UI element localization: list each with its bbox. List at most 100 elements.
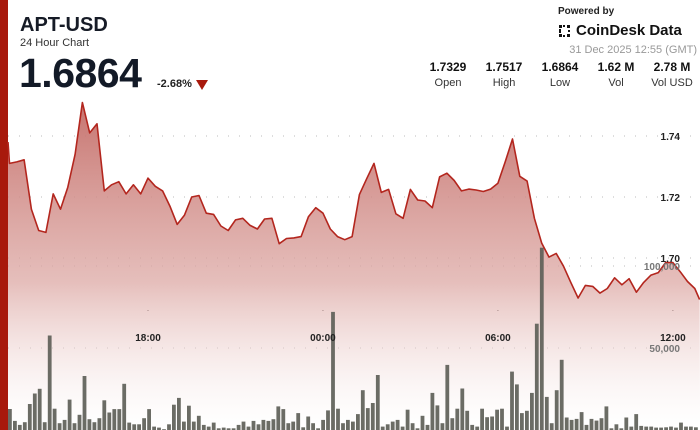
accent-bar (0, 0, 8, 430)
volume-bar (410, 423, 415, 430)
volume-bar (177, 397, 181, 430)
volume-bar (276, 406, 281, 430)
price-tick-label: 1.72 (661, 193, 681, 204)
volume-bar (196, 415, 201, 430)
volume-bar (629, 426, 634, 430)
price-area (8, 102, 700, 430)
volume-bar (619, 428, 624, 430)
stat-label: Vol (608, 77, 624, 89)
volume-bar (356, 414, 360, 430)
volume-bar (112, 409, 117, 430)
stat-label: High (492, 77, 516, 89)
time-tick-label: 18:00 (135, 333, 161, 344)
volume-bar (659, 427, 663, 430)
stat-vol-usd: 2.78 M Vol USD (644, 60, 700, 89)
volume-bar (669, 426, 673, 430)
volume-bar (147, 409, 151, 430)
volume-bar (296, 413, 301, 430)
volume-bar (465, 410, 470, 430)
stat-open: 1.7329 Open (420, 60, 476, 89)
volume-bar (544, 396, 549, 430)
current-price: 1.6864 (19, 50, 142, 96)
volume-bar (271, 419, 276, 430)
volume-bar (584, 424, 589, 430)
volume-bar (430, 392, 435, 430)
volume-bar (515, 384, 519, 430)
volume-bar (440, 423, 445, 430)
volume-bar (152, 426, 156, 430)
volume-bar (326, 410, 330, 430)
volume-bar (211, 422, 216, 430)
volume-bar (206, 426, 211, 430)
volume-bar (182, 421, 186, 430)
volume-bar (634, 414, 639, 430)
volume-bar (505, 426, 509, 430)
volume-tick-label: 50,000 (649, 344, 680, 355)
stat-value: 1.6864 (541, 60, 579, 74)
volume-bar (311, 423, 315, 430)
coindesk-logo[interactable]: CoinDesk Data (558, 22, 682, 39)
volume-bar (351, 421, 355, 430)
volume-bar (520, 413, 524, 430)
volume-bar (534, 323, 539, 430)
volume-bar (539, 247, 544, 430)
price-tick-label: 1.70 (661, 254, 681, 265)
volume-bar (549, 423, 554, 430)
stat-value: 1.7329 (429, 60, 467, 74)
volume-bar (316, 428, 320, 430)
volume-bar (291, 421, 296, 430)
pair-title: APT-USD (20, 14, 108, 36)
volume-bar (231, 428, 236, 430)
volume-bar (142, 418, 146, 430)
volume-bar (266, 420, 271, 430)
volume-bar (236, 424, 241, 430)
volume-bar (331, 311, 335, 430)
volume-bar (87, 419, 92, 430)
volume-bar (221, 427, 226, 430)
volume-bar (664, 427, 668, 430)
volume-bar (72, 423, 77, 430)
volume-bar (32, 393, 37, 430)
volume-bar (594, 420, 599, 430)
stats-row: 1.7329 Open 1.7517 High 1.6864 Low 1.62 M Vo… (420, 60, 700, 89)
volume-bar (574, 418, 579, 430)
volume-bar (27, 404, 32, 430)
volume-bar (475, 426, 480, 430)
volume-bar (609, 428, 614, 430)
volume-bar (654, 427, 658, 430)
volume-bar (460, 388, 465, 430)
volume-bar (390, 421, 395, 430)
volume-bar (649, 426, 654, 430)
volume-bar (624, 417, 629, 430)
volume-bar (13, 420, 17, 430)
volume-bar (554, 390, 559, 430)
volume-bar (107, 412, 112, 430)
volume-bar (400, 426, 405, 430)
volume-bar (435, 405, 440, 430)
volume-bar (694, 427, 698, 430)
volume-bar (455, 408, 460, 430)
volume-bar (241, 421, 246, 430)
volume-bar (405, 409, 410, 430)
coindesk-mark-icon (559, 24, 570, 37)
volume-bar (336, 408, 340, 430)
stat-vol: 1.62 M Vol (588, 60, 644, 89)
time-tick-label: 12:00 (660, 333, 686, 344)
volume-bar (22, 422, 27, 430)
volume-bar (589, 418, 594, 430)
volume-bar (246, 426, 251, 430)
chart-subtitle: 24 Hour Chart (20, 37, 90, 49)
volume-bar (470, 424, 475, 430)
volume-tick-label: 100,000 (644, 262, 681, 273)
time-tick-label: 06:00 (485, 333, 511, 344)
time-tick-label: 00:00 (310, 333, 336, 344)
volume-bar (525, 410, 529, 430)
volume-bar (127, 422, 132, 430)
stat-value: 1.62 M (597, 60, 635, 74)
stat-label: Open (434, 77, 462, 89)
volume-bar (420, 415, 425, 430)
volume-bar (604, 406, 609, 430)
volume-bar (674, 427, 678, 430)
volume-bar (306, 416, 311, 430)
